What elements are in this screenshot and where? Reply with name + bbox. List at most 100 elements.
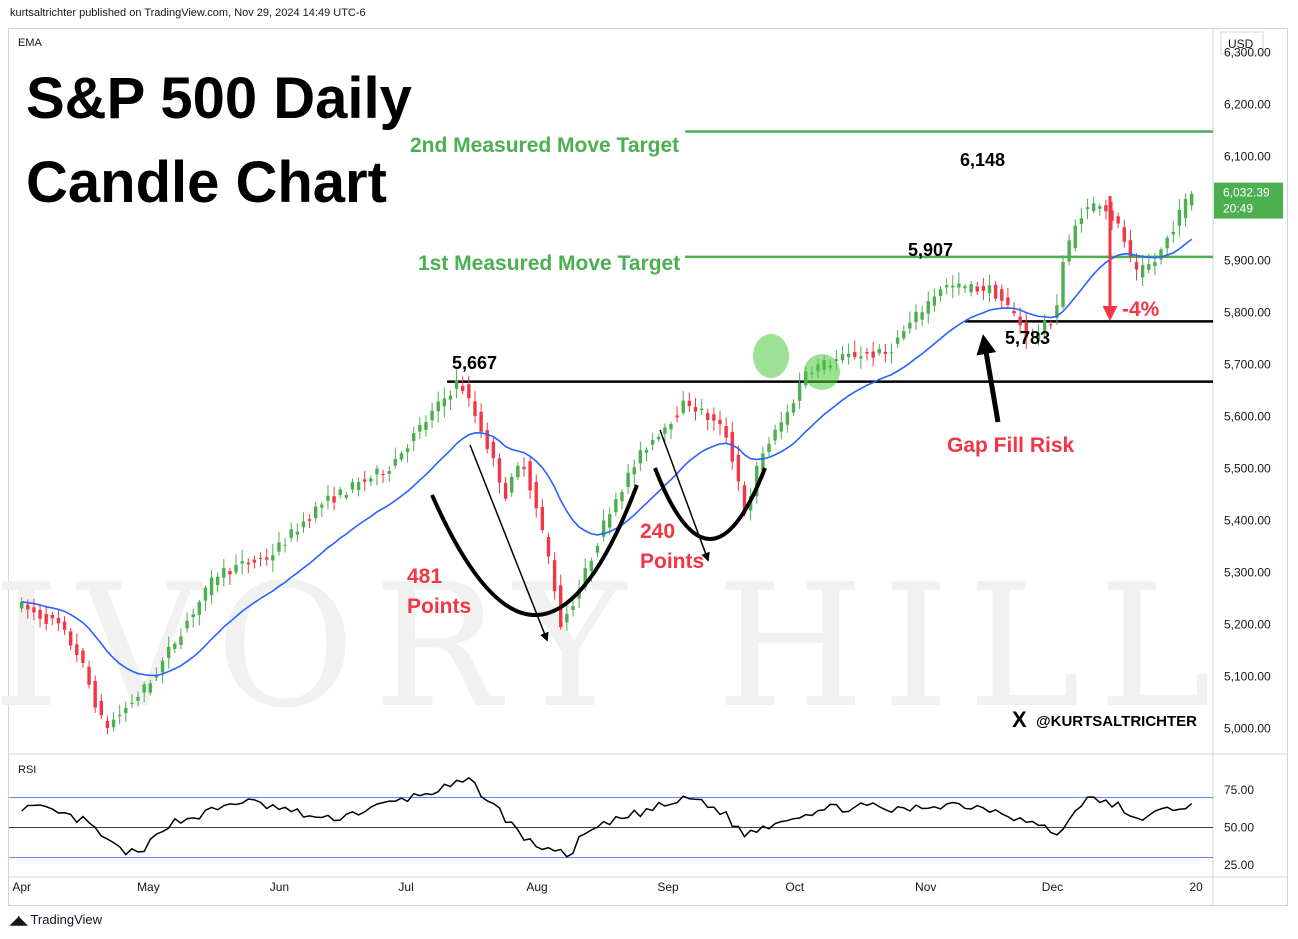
candle-down	[1049, 324, 1053, 326]
candle-up	[424, 421, 428, 430]
gap-fill-label: Gap Fill Risk	[947, 434, 1075, 457]
candle-down	[1128, 240, 1133, 257]
candle-up	[185, 620, 189, 629]
candle-up	[951, 285, 955, 288]
candle-up	[571, 606, 575, 611]
x-tick-label: Jul	[398, 880, 413, 894]
candle-up	[197, 601, 202, 615]
candle-down	[1000, 289, 1004, 301]
candle-up	[222, 567, 226, 578]
candle-up	[767, 443, 771, 452]
currency-label: USD	[1228, 37, 1254, 51]
candle-up	[399, 453, 404, 460]
candle-down	[546, 536, 551, 557]
candle-up	[1067, 240, 1071, 262]
candle-up	[1098, 206, 1102, 209]
candle-down	[491, 441, 496, 459]
candle-up	[442, 398, 447, 407]
candle-up	[277, 542, 281, 552]
candle-up	[638, 450, 643, 464]
y-tick-label: 6,100.00	[1224, 149, 1271, 163]
tradingview-logo-icon: ◢◣	[10, 912, 27, 927]
candle-down	[497, 458, 502, 483]
candle-up	[1189, 193, 1194, 206]
candle-down	[56, 617, 61, 624]
footer-brand: TradingView	[30, 912, 103, 927]
y-tick-label: 5,700.00	[1224, 357, 1271, 371]
candle-down	[1104, 205, 1108, 212]
candle-up	[779, 422, 783, 432]
candle-up	[963, 286, 967, 289]
candle-down	[62, 621, 67, 630]
candle-up	[987, 285, 992, 294]
candle-up	[179, 636, 183, 645]
candle-up	[895, 337, 900, 344]
candle-up	[393, 458, 398, 466]
candle-up	[19, 601, 24, 609]
candle-up	[761, 453, 765, 470]
y-tick-label: 6,300.00	[1224, 45, 1271, 59]
candle-down	[1006, 297, 1010, 305]
candle-down	[363, 479, 367, 482]
candle-up	[957, 283, 961, 288]
candle-down	[93, 681, 97, 708]
candle-up	[203, 587, 208, 601]
candle-down	[975, 286, 979, 292]
candle-up	[663, 427, 667, 434]
candle-up	[148, 683, 153, 693]
candle-up	[289, 529, 293, 538]
candle-up	[601, 520, 606, 537]
rsi-tick-label: 25.00	[1224, 858, 1254, 872]
candle-up	[834, 359, 839, 362]
candle-down	[503, 482, 508, 499]
drop-2-value: 240	[640, 520, 675, 543]
candle-up	[1153, 262, 1157, 267]
candle-up	[644, 449, 649, 453]
rsi-line	[21, 776, 1193, 858]
candle-down	[479, 411, 483, 432]
candle-down	[68, 631, 73, 646]
candle-up	[350, 482, 355, 490]
candle-up	[944, 285, 949, 288]
candle-up	[209, 577, 214, 596]
x-tick-label: Nov	[915, 880, 936, 894]
candle-up	[755, 465, 759, 497]
candle-up	[234, 564, 238, 573]
candle-down	[675, 415, 679, 418]
candle-down	[87, 666, 91, 685]
x-tick-label: Apr	[12, 880, 31, 894]
candle-up	[889, 352, 894, 354]
candle-down	[252, 559, 257, 563]
y-tick-label: 5,900.00	[1224, 253, 1271, 267]
candle-down	[724, 425, 728, 438]
candle-up	[877, 348, 881, 354]
candle-up	[215, 576, 220, 586]
published-header: kurtsaltrichter published on TradingView…	[10, 7, 366, 19]
candle-down	[99, 700, 104, 716]
candle-up	[130, 702, 134, 704]
last-price-tag	[1214, 182, 1283, 219]
x-tick-label: May	[137, 880, 160, 894]
gap-fill-value: 5,783	[1005, 328, 1050, 348]
candle-up	[320, 504, 324, 508]
last-price-value: 6,032.39	[1223, 186, 1270, 200]
candle-up	[797, 382, 802, 401]
candle-down	[883, 351, 888, 354]
candle-up	[1091, 203, 1096, 212]
candle-up	[142, 684, 146, 693]
y-tick-label: 5,000.00	[1224, 722, 1271, 736]
candle-down	[1024, 322, 1028, 338]
candle-down	[534, 481, 538, 509]
candle-down	[1110, 210, 1114, 221]
target-1-value: 5,907	[908, 240, 953, 260]
ema-line	[21, 238, 1193, 677]
candle-up	[136, 696, 140, 701]
chart-frame	[8, 28, 1288, 906]
candle-up	[314, 506, 318, 519]
target-1-label: 1st Measured Move Target	[418, 252, 680, 275]
highlight-circle	[804, 354, 840, 390]
candle-down	[1122, 227, 1126, 242]
twitter-handle: @KURTSALTRICHTER	[1036, 713, 1197, 730]
candle-up	[344, 495, 349, 498]
